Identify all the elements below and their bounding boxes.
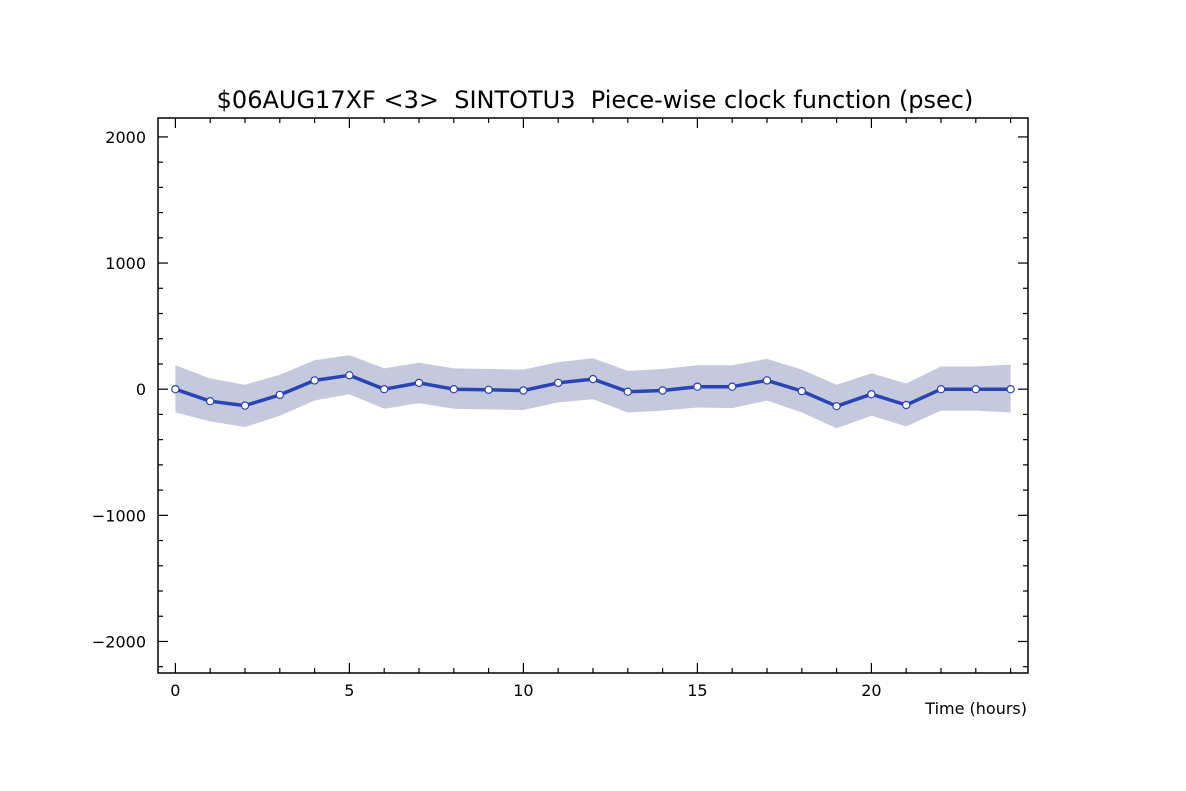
data-point	[867, 390, 876, 399]
data-point	[449, 385, 458, 394]
data-point	[623, 387, 633, 396]
y-tick-label: 1000	[105, 254, 146, 273]
data-point	[797, 386, 807, 396]
data-point	[275, 390, 284, 400]
data-point	[902, 400, 911, 410]
data-point	[971, 385, 981, 394]
x-tick-label: 20	[861, 681, 881, 700]
data-point	[484, 385, 493, 394]
data-point	[832, 402, 841, 411]
tick-labels: 0 5 10 15 20 −2000 −1000 0 1000 2000	[92, 128, 882, 700]
data-point	[414, 378, 424, 388]
data-point	[171, 385, 180, 394]
data-point	[762, 376, 772, 385]
error-band	[175, 355, 1011, 429]
x-tick-label: 10	[513, 681, 533, 700]
data-point	[380, 385, 389, 394]
x-tick-label: 5	[344, 681, 354, 700]
data-point	[205, 397, 215, 406]
data-points	[171, 371, 1015, 411]
y-tick-label: 0	[136, 380, 146, 399]
data-point	[554, 378, 563, 388]
plot-frame	[157, 117, 1029, 674]
data-point	[519, 386, 528, 395]
uncertainty-band	[175, 355, 1011, 429]
x-axis-label: Time (hours)	[924, 699, 1027, 718]
y-tick-label: 2000	[105, 128, 146, 147]
x-tick-label: 0	[170, 681, 180, 700]
data-point	[310, 376, 319, 385]
data-point	[345, 371, 354, 380]
axis-ticks	[158, 118, 1028, 673]
data-point	[1006, 385, 1015, 394]
data-point	[936, 385, 946, 394]
chart-title: $06AUG17XF <3> SINTOTU3 Piece-wise clock…	[217, 86, 974, 114]
y-tick-label: −1000	[92, 506, 146, 525]
x-tick-label: 15	[687, 681, 707, 700]
data-point	[658, 386, 667, 395]
data-point	[588, 374, 598, 384]
y-tick-label: −2000	[92, 633, 146, 652]
data-point	[728, 382, 737, 391]
data-point	[240, 401, 250, 410]
data-point	[693, 382, 702, 391]
